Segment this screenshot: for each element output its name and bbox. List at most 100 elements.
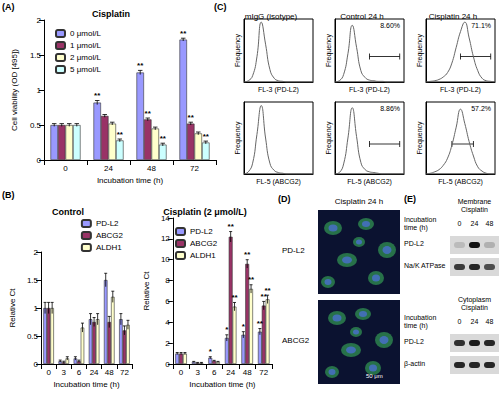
svg-text:Cisplatin 24 h: Cisplatin 24 h [429,12,477,21]
svg-text:0: 0 [165,360,170,369]
svg-text:3: 3 [62,368,67,377]
html-text:Incubation time (h): Incubation time (h) [404,314,437,329]
svg-text:ABCG2: ABCG2 [96,231,124,240]
svg-text:Frequency: Frequency [325,33,333,67]
svg-text:4: 4 [165,318,170,327]
svg-text:Frequency: Frequency [416,121,424,155]
html-text:(C): (C) [214,2,227,12]
svg-text:**: ** [94,91,101,100]
svg-text:FL-3 (PD-L2): FL-3 (PD-L2) [440,86,481,94]
html-text:Incubation time (h): Incubation time (h) [404,216,437,231]
svg-text:1.5: 1.5 [27,276,39,285]
svg-text:**: ** [160,134,167,143]
html-text:Cytoplasm Cisplatin: Cytoplasm Cisplatin [458,296,491,311]
svg-text:Frequency: Frequency [325,121,333,155]
svg-text:Cell viability (OD [495]): Cell viability (OD [495]) [10,49,19,131]
svg-text:0 μmol/L: 0 μmol/L [70,29,101,38]
svg-text:*: * [225,325,229,334]
svg-text:1 μmol/L: 1 μmol/L [70,41,101,50]
svg-text:**: ** [231,293,238,302]
svg-text:Relative Ct: Relative Ct [142,271,151,311]
svg-text:Frequency: Frequency [416,33,424,67]
html-text:(E): (E) [404,194,416,204]
svg-text:10: 10 [161,255,170,264]
svg-text:2: 2 [165,339,170,348]
html-text:(A): (A) [2,2,15,12]
svg-text:ABCG2: ABCG2 [190,239,218,248]
svg-text:24: 24 [226,368,235,377]
svg-text:**: ** [248,275,255,284]
svg-text:8: 8 [165,276,170,285]
svg-text:48: 48 [147,164,156,173]
svg-text:0: 0 [179,368,184,377]
svg-text:14: 14 [160,213,170,223]
html-text:PD-L2: PD-L2 [282,246,305,255]
svg-text:0.5: 0.5 [30,121,42,130]
svg-text:Incubation time (h): Incubation time (h) [97,176,164,185]
svg-text:48: 48 [105,368,114,377]
svg-text:**: ** [203,132,210,141]
svg-text:**: ** [137,61,144,70]
svg-text:1: 1 [37,86,42,95]
html-text:(D): (D) [278,194,291,204]
svg-text:6: 6 [212,368,217,377]
svg-text:**: ** [264,286,271,295]
svg-text:**: ** [244,250,251,259]
svg-text:PD-L2: PD-L2 [190,227,213,236]
svg-text:2: 2 [37,16,42,25]
svg-text:6: 6 [165,297,170,306]
svg-text:PD-L2: PD-L2 [96,219,119,228]
svg-text:**: ** [257,319,264,328]
svg-text:**: ** [180,29,187,38]
svg-text:0: 0 [37,156,42,165]
svg-text:FL-5 (ABCG2): FL-5 (ABCG2) [256,178,301,186]
svg-text:Frequency: Frequency [234,121,242,155]
svg-text:8.60%: 8.60% [380,22,400,29]
svg-text:5 μmol/L: 5 μmol/L [70,65,101,74]
svg-text:72: 72 [120,368,129,377]
svg-text:*: * [242,322,246,331]
svg-text:0: 0 [46,368,51,377]
svg-text:Cisplatin (2 μmol/L): Cisplatin (2 μmol/L) [163,207,247,217]
svg-text:FL-5 (ABCG2): FL-5 (ABCG2) [347,178,392,186]
svg-text:**: ** [145,109,152,118]
svg-text:6: 6 [77,368,82,377]
svg-text:Frequency: Frequency [234,33,242,67]
svg-text:FL-5 (ABCG2): FL-5 (ABCG2) [438,178,483,186]
svg-text:Control 24 h: Control 24 h [340,12,384,21]
html-text:Membrane Cisplatin: Membrane Cisplatin [457,198,492,213]
svg-text:24: 24 [90,368,99,377]
svg-text:**: ** [188,113,195,122]
svg-text:1.5: 1.5 [30,51,42,60]
svg-text:FL-3 (PD-L2): FL-3 (PD-L2) [258,86,299,94]
svg-text:**: ** [228,222,235,231]
svg-text:*: * [209,347,213,356]
svg-text:3: 3 [195,368,200,377]
svg-text:72: 72 [190,164,199,173]
svg-text:72: 72 [259,368,268,377]
svg-text:2: 2 [34,248,39,257]
svg-text:Cisplatin: Cisplatin [92,9,130,19]
svg-text:1: 1 [34,304,39,313]
svg-text:0: 0 [63,164,68,173]
svg-text:Incubation time (h): Incubation time (h) [189,380,256,389]
svg-text:0: 0 [34,360,39,369]
svg-text:**: ** [117,130,124,139]
svg-text:71.1%: 71.1% [471,22,491,29]
html-text:(B): (B) [2,190,15,200]
svg-text:2 μmol/L: 2 μmol/L [70,53,101,62]
svg-text:Relative Ct: Relative Ct [8,288,17,328]
svg-text:48: 48 [243,368,252,377]
svg-text:ALDH1: ALDH1 [96,243,122,252]
svg-text:ALDH1: ALDH1 [190,251,216,260]
html-text:Cisplatin 24 h: Cisplatin 24 h [334,197,384,206]
svg-text:12: 12 [161,234,170,243]
svg-text:24: 24 [104,164,113,173]
svg-text:FL-3 (PD-L2): FL-3 (PD-L2) [349,86,390,94]
svg-text:0.5: 0.5 [27,332,39,341]
svg-text:Incubation time (h): Incubation time (h) [53,380,120,389]
svg-text:mIgG (isotype): mIgG (isotype) [245,12,298,21]
svg-text:Control: Control [52,207,84,217]
svg-text:8.86%: 8.86% [380,105,400,112]
svg-text:57.2%: 57.2% [471,105,491,112]
